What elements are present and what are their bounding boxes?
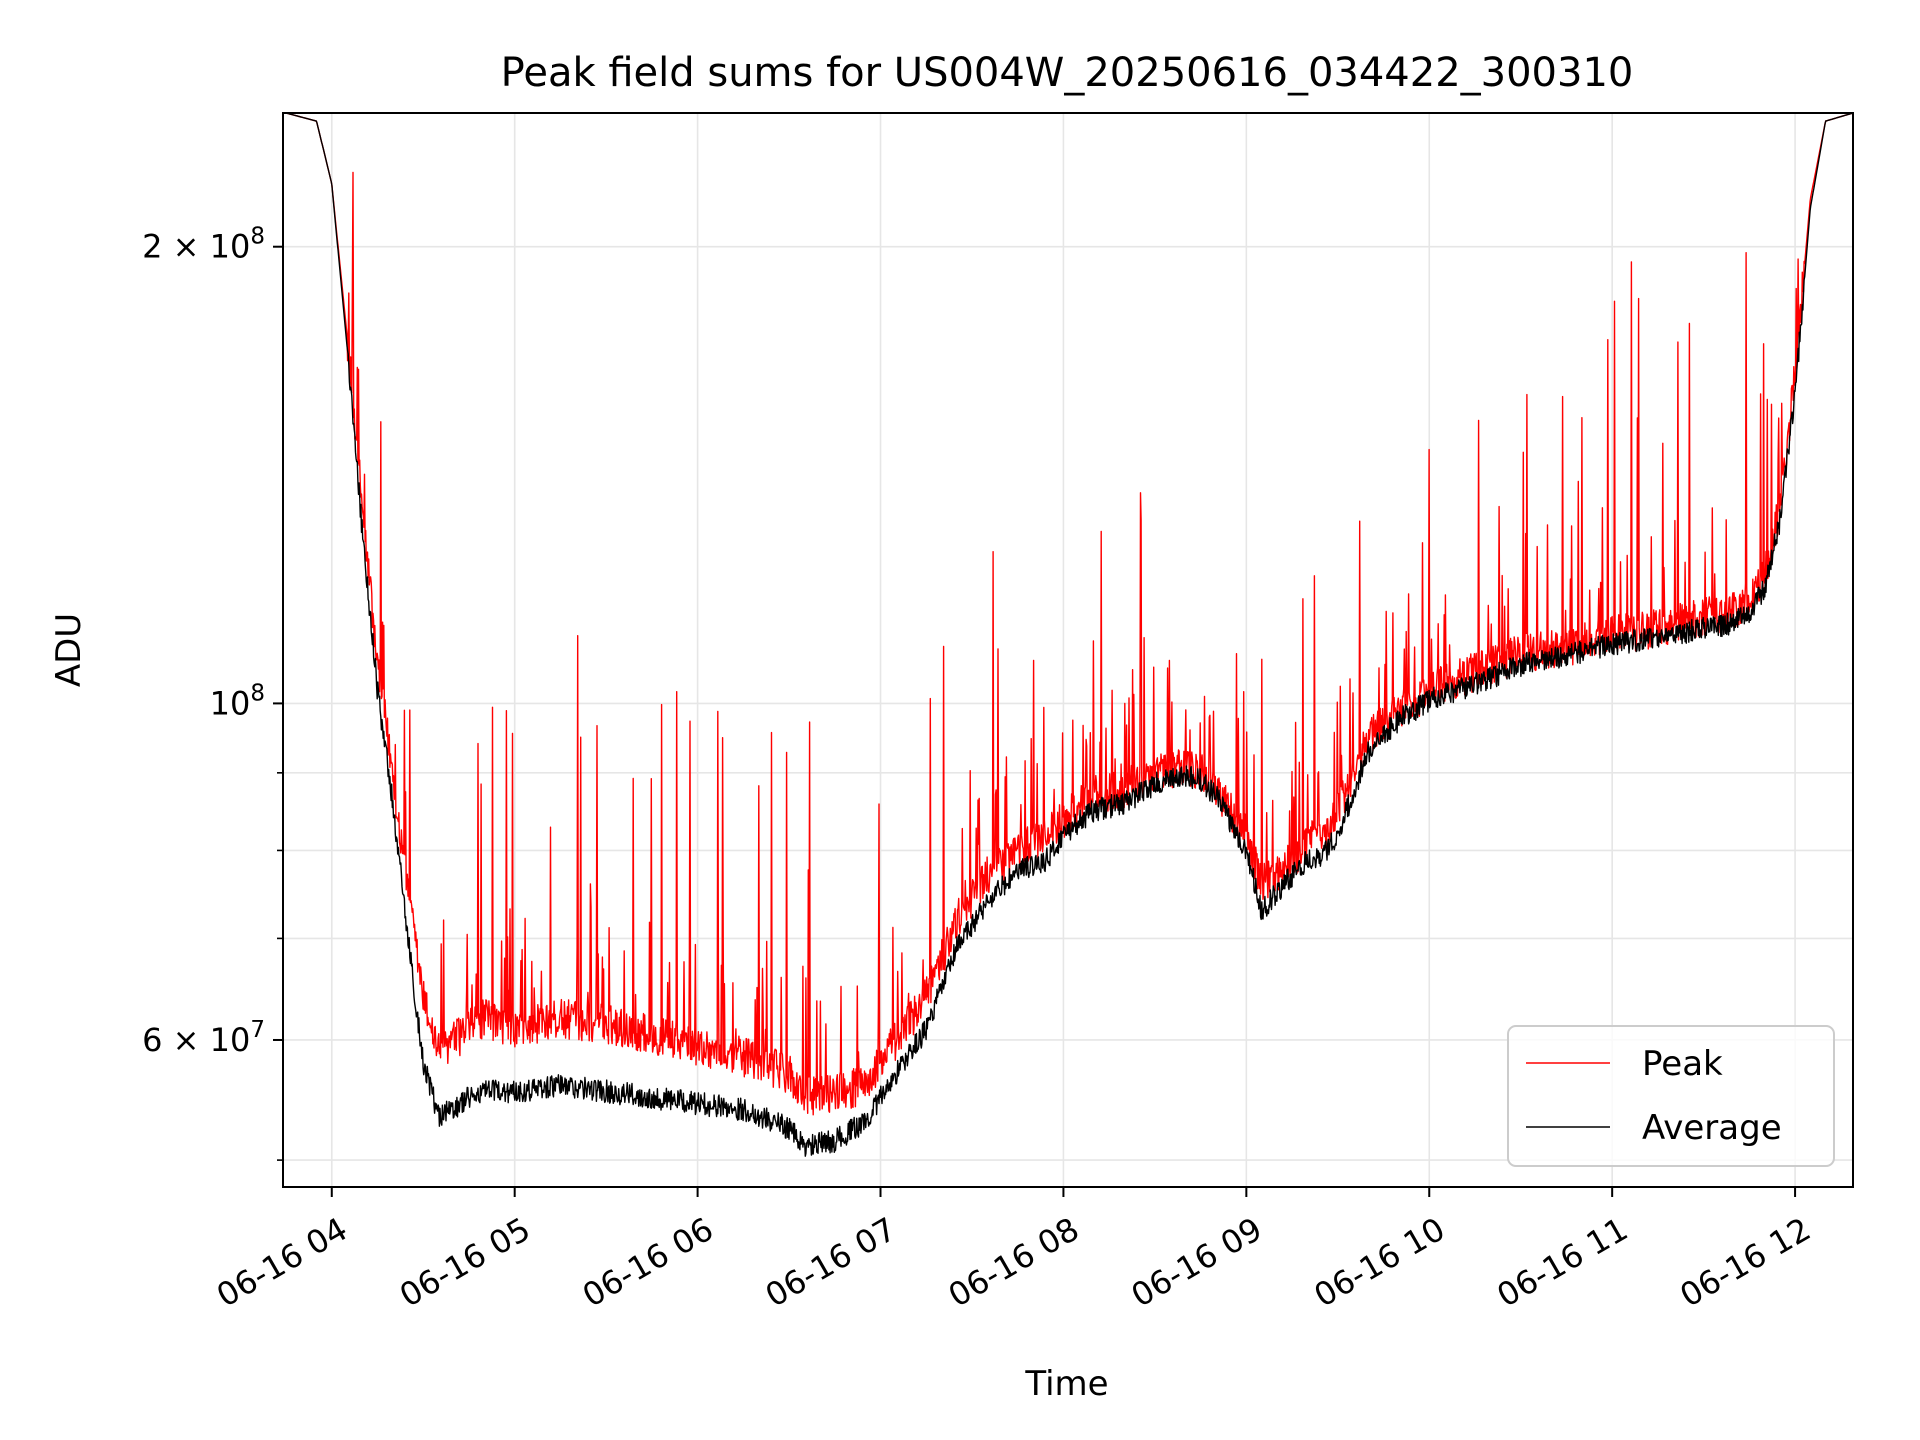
legend-box — [1507, 1025, 1835, 1167]
series-layer — [283, 113, 1853, 1157]
y-axis-label: ADU — [49, 613, 89, 687]
legend-label-average: Average — [1642, 1108, 1782, 1148]
x-axis-label: Time — [1024, 1364, 1108, 1404]
legend-label-peak: Peak — [1642, 1044, 1723, 1084]
series-line-average — [283, 113, 1853, 1157]
y-tick-label: 2 × 108 — [142, 224, 265, 266]
chart-title: Peak field sums for US004W_20250616_0344… — [501, 50, 1634, 96]
y-tick-label: 6 × 107 — [142, 1017, 265, 1059]
plot-frame — [282, 112, 1854, 1188]
legend: Peak Average — [1507, 1025, 1835, 1167]
